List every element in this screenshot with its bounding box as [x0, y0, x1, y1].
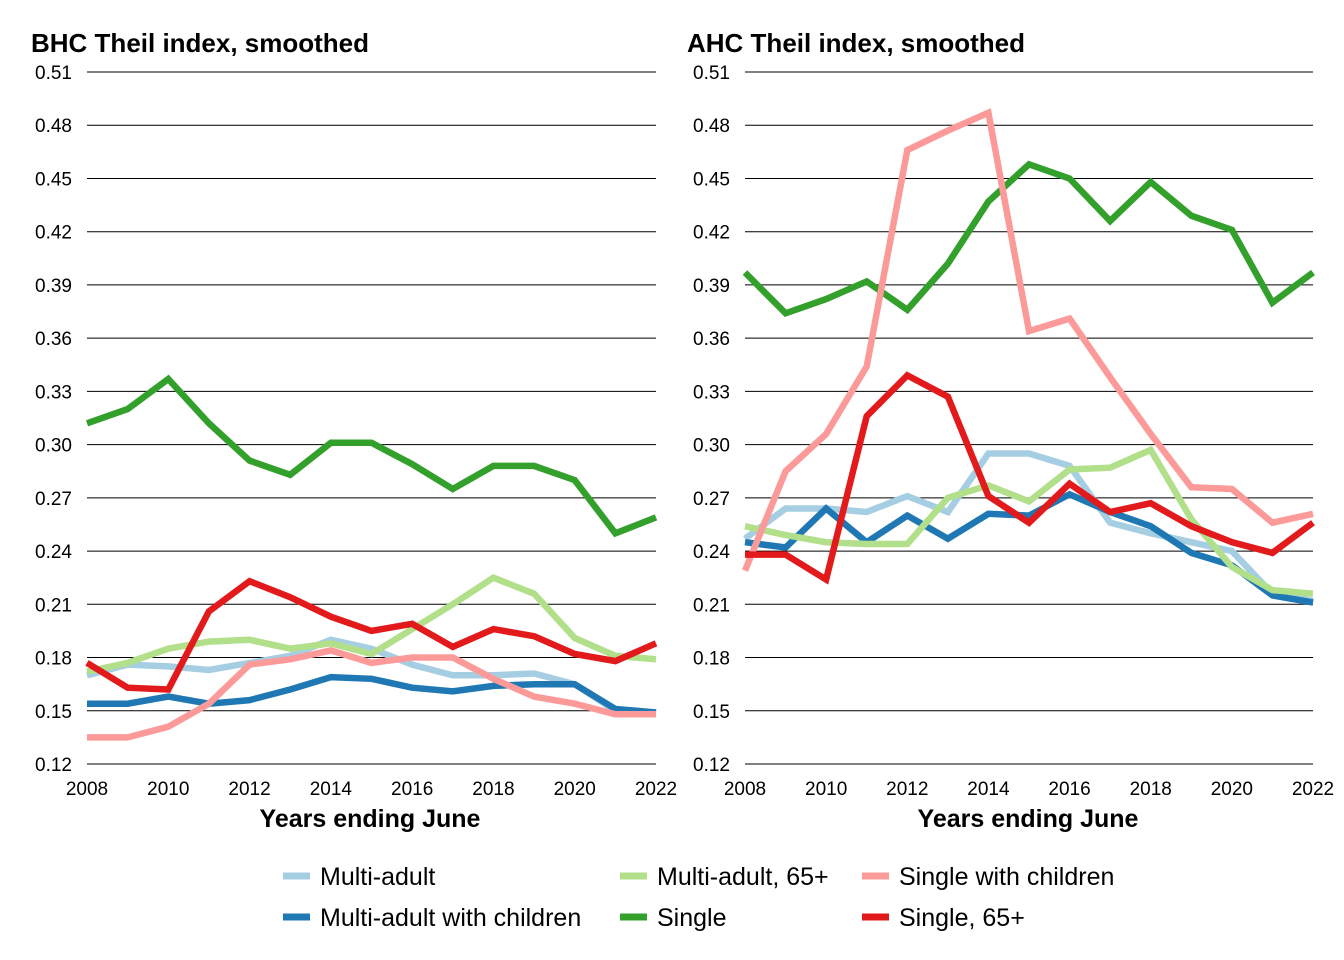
- bhc-y-tick-labels: 0.12 0.15 0.18 0.21 0.24 0.27 0.30 0.33 0.36 0.39…: [35, 63, 72, 776]
- legend-label-multi-adult: Multi-adult: [320, 863, 435, 891]
- ahc-x-tick-labels: 2008 2010 2012 2014 2016 2018 2020 2022: [724, 779, 1334, 800]
- ahc-y-tick-label: 0.42: [693, 223, 730, 244]
- bhc-y-tick-label: 0.18: [35, 649, 72, 670]
- ahc-chart-panel: AHC Theil index, smoothed 0.120.150.180.…: [687, 28, 1334, 833]
- bhc-series-single: [85, 374, 658, 538]
- bhc-series-multi-adult-65: [86, 574, 657, 675]
- bhc-y-tick-label: 0.15: [35, 702, 72, 723]
- ahc-y-tick-label: 0.18: [693, 649, 730, 670]
- ahc-y-tick-label: 0.15: [693, 702, 730, 723]
- ahc-x-tick-label: 2014: [967, 779, 1010, 800]
- ahc-x-axis-label: Years ending June: [918, 805, 1139, 833]
- legend-label-single-children: Single with children: [899, 863, 1114, 891]
- bhc-x-tick-label: 2008: [66, 779, 108, 800]
- ahc-series-single: [742, 160, 1315, 318]
- bhc-y-tick-label: 0.30: [35, 436, 72, 457]
- ahc-y-tick-label: 0.51: [693, 63, 730, 84]
- ahc-gridlines: [745, 71, 1313, 765]
- bhc-x-tick-label: 2020: [554, 779, 596, 800]
- bhc-x-tick-label: 2022: [635, 779, 677, 800]
- bhc-gridlines: [87, 71, 656, 765]
- bhc-chart-title: BHC Theil index, smoothed: [31, 28, 369, 58]
- ahc-series-single-children: [741, 108, 1314, 572]
- bhc-y-tick-label: 0.27: [35, 489, 72, 510]
- ahc-y-tick-label: 0.24: [693, 542, 730, 563]
- ahc-series-multi-adult: [743, 450, 1314, 605]
- bhc-y-tick-label: 0.39: [35, 276, 72, 297]
- legend-label-multi-adult-65: Multi-adult, 65+: [657, 863, 829, 891]
- bhc-x-tick-label: 2016: [391, 779, 433, 800]
- legend-label-multi-adult-children: Multi-adult with children: [320, 904, 581, 932]
- bhc-y-tick-label: 0.42: [35, 223, 72, 244]
- bhc-x-tick-label: 2018: [472, 779, 514, 800]
- bhc-series-single-65: [85, 577, 658, 693]
- bhc-y-tick-label: 0.24: [35, 542, 72, 563]
- ahc-series-single-65: [745, 371, 1315, 585]
- ahc-y-tick-label: 0.36: [693, 329, 730, 350]
- bhc-chart-panel: BHC Theil index, smoothed 0.120.150.180.…: [31, 28, 677, 833]
- ahc-y-tick-labels: 0.12 0.15 0.18 0.21 0.24 0.27 0.30 0.33 0.36 0.39…: [693, 63, 730, 776]
- bhc-y-tick-label: 0.21: [35, 595, 72, 616]
- bhc-x-tick-label: 2010: [147, 779, 189, 800]
- legend: Multi-adult Multi-adult, 65+ Single with c…: [283, 863, 1114, 932]
- bhc-y-tick-label: 0.45: [35, 169, 72, 190]
- ahc-y-tick-label: 0.21: [693, 595, 730, 616]
- ahc-y-tick-label: 0.33: [693, 382, 730, 403]
- ahc-x-tick-label: 2010: [805, 779, 847, 800]
- ahc-series-multi-adult-65: [744, 445, 1314, 597]
- ahc-x-tick-label: 2022: [1292, 779, 1334, 800]
- ahc-y-tick-label: 0.30: [693, 436, 730, 457]
- ahc-y-tick-label: 0.27: [693, 489, 730, 510]
- ahc-y-tick-label: 0.39: [693, 276, 730, 297]
- ahc-x-tick-label: 2018: [1130, 779, 1172, 800]
- ahc-series-lines: [741, 108, 1315, 606]
- bhc-y-tick-label: 0.33: [35, 382, 72, 403]
- bhc-y-tick-label: 0.36: [35, 329, 72, 350]
- ahc-y-tick-label: 0.48: [693, 116, 730, 137]
- ahc-x-tick-label: 2020: [1211, 779, 1253, 800]
- bhc-x-tick-label: 2014: [310, 779, 353, 800]
- bhc-y-tick-label: 0.51: [35, 63, 72, 84]
- bhc-x-tick-labels: 2008 2010 2012 2014 2016 2018 2020 2022: [66, 779, 677, 800]
- ahc-x-tick-label: 2012: [886, 779, 928, 800]
- ahc-y-tick-label: 0.45: [693, 169, 730, 190]
- bhc-x-axis-label: Years ending June: [260, 805, 481, 833]
- legend-label-single: Single: [657, 904, 727, 932]
- bhc-series-lines: [85, 374, 658, 741]
- ahc-x-tick-label: 2008: [724, 779, 766, 800]
- legend-label-single-65: Single, 65+: [899, 904, 1025, 932]
- bhc-series-single-children: [87, 647, 656, 741]
- ahc-y-tick-label: 0.12: [693, 755, 730, 776]
- ahc-x-tick-label: 2016: [1048, 779, 1090, 800]
- bhc-y-tick-label: 0.48: [35, 116, 72, 137]
- bhc-series-multi-adult-children: [87, 673, 657, 716]
- bhc-x-tick-label: 2012: [228, 779, 270, 800]
- ahc-chart-title: AHC Theil index, smoothed: [687, 28, 1025, 58]
- bhc-y-tick-label: 0.12: [35, 755, 72, 776]
